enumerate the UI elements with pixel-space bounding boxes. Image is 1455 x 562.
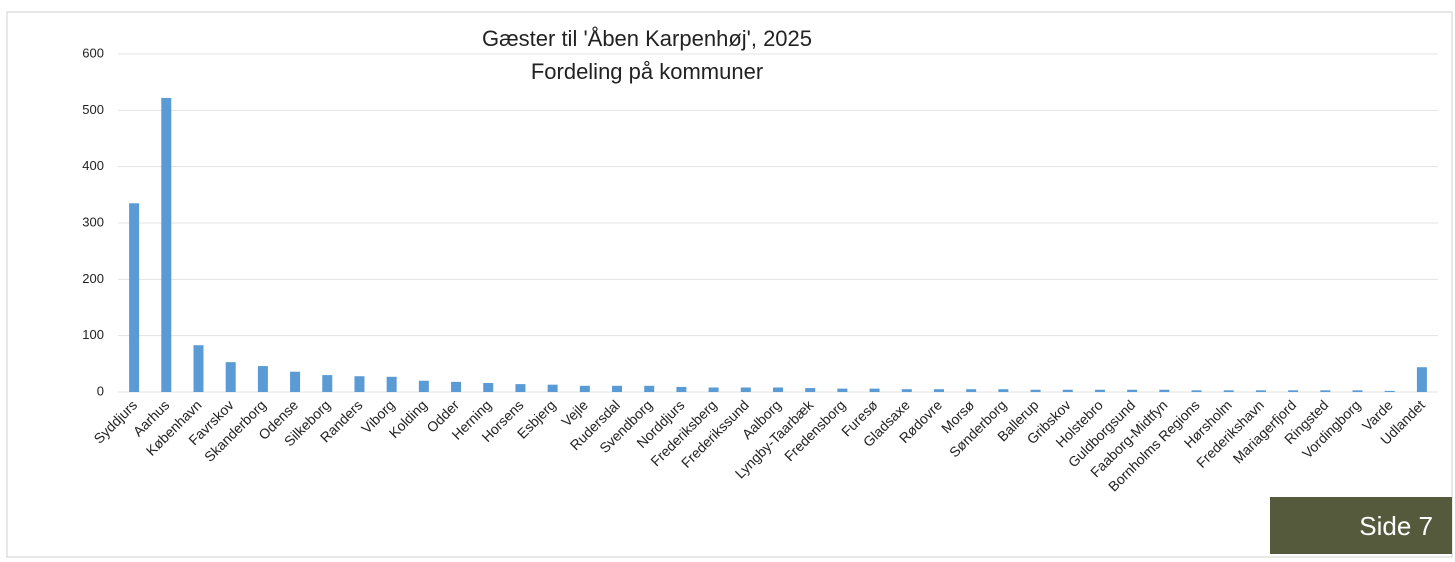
bar (193, 345, 204, 392)
bar (257, 366, 268, 392)
bar (901, 389, 912, 392)
bar (354, 376, 365, 392)
bar (322, 375, 333, 392)
bar (225, 362, 236, 392)
bar (708, 387, 719, 392)
bar (386, 376, 397, 392)
bar (1255, 390, 1266, 392)
bar (837, 388, 848, 392)
bar (773, 387, 783, 392)
y-tick-label: 400 (82, 158, 104, 173)
bar (998, 389, 1009, 392)
bar (579, 385, 590, 392)
bar (547, 384, 558, 392)
bar (1062, 389, 1073, 392)
bar (290, 371, 301, 392)
bar (1191, 390, 1202, 392)
chart-frame (6, 11, 1453, 558)
bar (644, 385, 655, 392)
page-number: Side 7 (1359, 511, 1433, 541)
bar (515, 384, 526, 392)
y-tick-label: 0 (97, 383, 104, 398)
y-tick-label: 100 (82, 327, 104, 342)
bar (1320, 390, 1331, 392)
bar (161, 97, 172, 392)
y-tick-label: 600 (82, 45, 104, 60)
bar (129, 203, 140, 392)
bar (1288, 390, 1299, 392)
bar (1127, 389, 1138, 392)
chart-subtitle: Fordeling på kommuner (531, 59, 763, 84)
bar (1159, 389, 1170, 392)
bar (1094, 389, 1105, 392)
bar (676, 386, 687, 392)
bar (1030, 389, 1041, 392)
bar (1384, 390, 1395, 392)
bar (612, 385, 623, 392)
bar (966, 389, 977, 392)
bar (1223, 390, 1234, 392)
y-tick-label: 200 (82, 271, 104, 286)
bar (418, 380, 429, 392)
bar (483, 382, 494, 392)
bar (805, 388, 816, 392)
chart-title: Gæster til 'Åben Karpenhøj', 2025 (482, 26, 812, 51)
bar (740, 387, 751, 392)
bar (1352, 390, 1363, 392)
bar (933, 389, 944, 392)
bar (451, 381, 462, 392)
bar (869, 388, 880, 392)
bar (1416, 367, 1427, 392)
y-tick-label: 300 (82, 214, 104, 229)
page-badge (1270, 497, 1452, 554)
y-tick-label: 500 (82, 102, 104, 117)
